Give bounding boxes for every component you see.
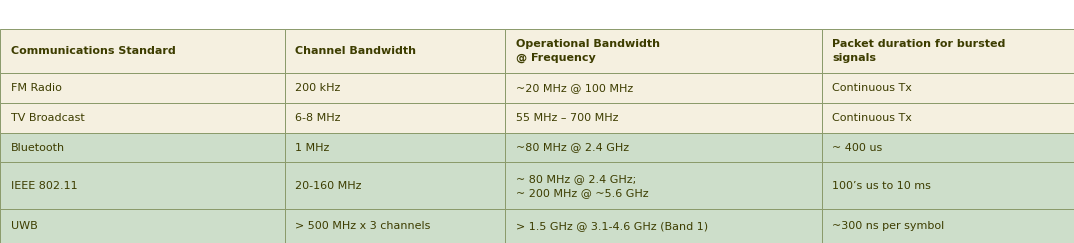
Bar xyxy=(822,103,1074,133)
Text: 55 MHz – 700 MHz: 55 MHz – 700 MHz xyxy=(516,113,618,123)
Bar xyxy=(285,103,505,133)
Text: ~ 80 MHz @ 2.4 GHz;
~ 200 MHz @ ~5.6 GHz: ~ 80 MHz @ 2.4 GHz; ~ 200 MHz @ ~5.6 GHz xyxy=(516,174,648,198)
Bar xyxy=(505,209,822,243)
Bar xyxy=(285,29,505,73)
Bar xyxy=(822,73,1074,103)
Text: Continuous Tx: Continuous Tx xyxy=(832,113,912,123)
Bar xyxy=(505,29,822,73)
Text: 100’s us to 10 ms: 100’s us to 10 ms xyxy=(832,181,931,191)
Bar xyxy=(505,103,822,133)
Bar xyxy=(285,209,505,243)
Text: Channel Bandwidth: Channel Bandwidth xyxy=(295,46,417,56)
Bar xyxy=(285,133,505,162)
Text: Packet duration for bursted
signals: Packet duration for bursted signals xyxy=(832,39,1005,63)
Bar xyxy=(0,209,285,243)
Text: > 500 MHz x 3 channels: > 500 MHz x 3 channels xyxy=(295,221,431,231)
Bar xyxy=(0,162,285,209)
Bar xyxy=(285,73,505,103)
Bar xyxy=(285,162,505,209)
Bar xyxy=(505,73,822,103)
Bar xyxy=(0,103,285,133)
Text: ~300 ns per symbol: ~300 ns per symbol xyxy=(832,221,945,231)
Bar xyxy=(0,0,1074,29)
Text: TV Broadcast: TV Broadcast xyxy=(11,113,85,123)
Text: 6-8 MHz: 6-8 MHz xyxy=(295,113,340,123)
Bar xyxy=(0,133,285,162)
Bar xyxy=(0,29,285,73)
Bar xyxy=(822,29,1074,73)
Text: ~80 MHz @ 2.4 GHz: ~80 MHz @ 2.4 GHz xyxy=(516,143,628,153)
Text: Bluetooth: Bluetooth xyxy=(11,143,64,153)
Bar xyxy=(505,133,822,162)
Bar xyxy=(822,133,1074,162)
Bar xyxy=(505,162,822,209)
Text: Communications Standard: Communications Standard xyxy=(11,46,175,56)
Text: Operational Bandwidth
@ Frequency: Operational Bandwidth @ Frequency xyxy=(516,39,659,63)
Text: 1 MHz: 1 MHz xyxy=(295,143,330,153)
Text: ~20 MHz @ 100 MHz: ~20 MHz @ 100 MHz xyxy=(516,83,633,93)
Text: IEEE 802.11: IEEE 802.11 xyxy=(11,181,77,191)
Text: Continuous Tx: Continuous Tx xyxy=(832,83,912,93)
Text: > 1.5 GHz @ 3.1-4.6 GHz (Band 1): > 1.5 GHz @ 3.1-4.6 GHz (Band 1) xyxy=(516,221,708,231)
Bar xyxy=(0,73,285,103)
Bar xyxy=(822,162,1074,209)
Text: FM Radio: FM Radio xyxy=(11,83,61,93)
Text: 200 kHz: 200 kHz xyxy=(295,83,340,93)
Text: UWB: UWB xyxy=(11,221,38,231)
Bar xyxy=(822,209,1074,243)
Text: 20-160 MHz: 20-160 MHz xyxy=(295,181,362,191)
Text: ~ 400 us: ~ 400 us xyxy=(832,143,883,153)
